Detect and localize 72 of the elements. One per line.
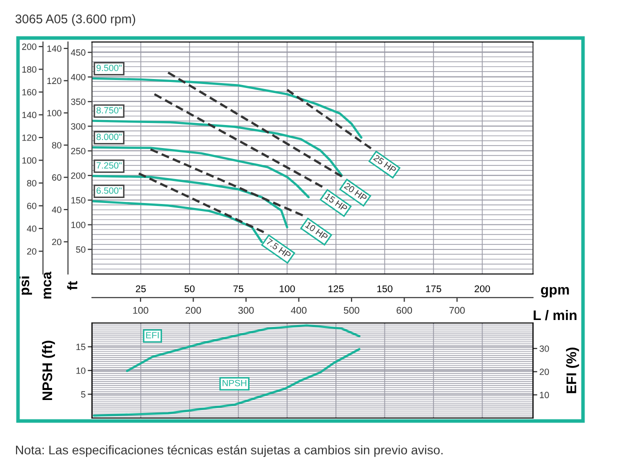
text: 10 HP <box>305 222 328 240</box>
y2-tick-label: 80 <box>27 180 36 186</box>
y3-tick-label: 100 <box>47 110 62 116</box>
y-tick-label: 100 <box>71 222 86 228</box>
line-series <box>92 146 310 198</box>
y2-axis-title: EFI (%) <box>566 348 580 394</box>
x-tick-label: 100 <box>280 285 295 292</box>
x2-tick-label: 400 <box>290 306 307 314</box>
line-series <box>92 120 343 177</box>
y3-tick-label: 140 <box>47 45 62 52</box>
series-label: 6.500" <box>96 187 122 194</box>
line-series <box>92 174 288 228</box>
y2-tick-label: 10 <box>540 392 549 398</box>
text: Nota: Las especificaciones técnicas están sujetas a cambios sin previo aviso. <box>16 445 443 457</box>
y2-tick-label: 20 <box>540 368 549 376</box>
y2-tick-label: 20 <box>27 248 36 255</box>
y-tick-label: 250 <box>71 148 86 154</box>
y-tick-label: 50 <box>76 246 86 253</box>
y-tick-label: 150 <box>71 197 86 204</box>
x2-tick-label: 100 <box>133 306 148 314</box>
x2-tick-label: 700 <box>449 306 465 314</box>
y-tick-label: 15 <box>76 344 86 350</box>
y-axis-title: ft <box>67 281 78 290</box>
y2-tick-label: 40 <box>26 225 36 232</box>
x2-tick-label: 300 <box>238 306 254 314</box>
y3-axis-title: mca <box>44 272 52 299</box>
x-tick-label: 125 <box>328 285 344 292</box>
series-label: 8.000" <box>96 134 122 140</box>
y3-tick-label: 60 <box>52 174 62 181</box>
y3-tick-label: 120 <box>47 78 62 84</box>
y2-tick-label: 160 <box>22 89 36 96</box>
y2-tick-label: 140 <box>22 112 36 118</box>
y-tick-label: 300 <box>71 123 86 130</box>
x2-axis-title: L / min <box>534 310 576 320</box>
line-series <box>92 77 362 139</box>
x2-tick-label: 200 <box>186 306 202 314</box>
y2-tick-label: 100 <box>22 157 36 164</box>
x-axis-title: gpm <box>540 286 569 298</box>
x-tick-label: 200 <box>474 285 490 292</box>
chart-title: 3065 A05 (3.600 rpm) <box>15 14 136 26</box>
series-label: NPSH <box>222 380 246 386</box>
series-label: EFI <box>146 332 159 338</box>
x2-tick-label: 500 <box>344 306 360 314</box>
y-tick-label: 10 <box>76 367 86 374</box>
y-tick-label: 400 <box>70 74 86 80</box>
y2-tick-label: 60 <box>27 202 36 210</box>
y-tick-label: 200 <box>71 172 86 179</box>
y-axis-title: NPSH (ft) <box>42 340 55 400</box>
y-tick-label: 5 <box>81 391 86 398</box>
series-label: 8.750" <box>96 107 122 114</box>
y2-tick-label: 120 <box>22 134 36 141</box>
y-tick-label: 450 <box>70 49 86 56</box>
y3-tick-label: 80 <box>52 142 62 148</box>
text: 25 HP <box>373 154 397 174</box>
text: 7.5 HP <box>266 238 292 259</box>
y2-tick-label: 180 <box>22 66 36 73</box>
series-label: 9.500" <box>96 64 122 72</box>
y2-tick-label: 200 <box>22 44 36 50</box>
y3-tick-label: 20 <box>52 238 62 246</box>
x-tick-label: 150 <box>377 285 392 292</box>
y2-tick-label: 30 <box>540 345 549 352</box>
y-tick-label: 350 <box>71 98 86 105</box>
x-tick-label: 75 <box>233 285 244 292</box>
y2-axis-title: psi <box>19 276 32 295</box>
x-tick-label: 50 <box>184 285 195 292</box>
line-series <box>126 324 360 372</box>
line-series <box>92 348 360 417</box>
x-tick-label: 175 <box>426 285 442 292</box>
series-label: 7.250" <box>96 162 122 169</box>
x2-tick-label: 600 <box>396 306 412 314</box>
y3-tick-label: 40 <box>52 206 62 213</box>
x-tick-label: 25 <box>136 285 146 292</box>
